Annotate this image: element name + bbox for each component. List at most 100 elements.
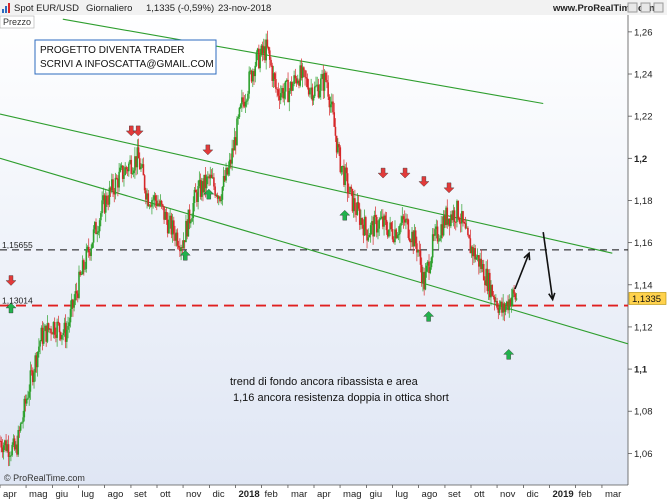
candle-body: [113, 191, 116, 195]
candle-body: [501, 301, 503, 313]
arrow-up-icon: [179, 249, 191, 261]
candle-body: [375, 217, 378, 233]
candle-body: [46, 323, 49, 342]
candle-body: [97, 231, 100, 233]
time-axis: [0, 485, 667, 500]
candle-body: [109, 187, 112, 191]
header-site: www.ProRealTime.com: [552, 3, 658, 14]
candle-body: [111, 179, 113, 191]
candle-body: [311, 87, 314, 101]
candle-body: [68, 322, 71, 327]
candle-body: [203, 174, 205, 193]
candle-body: [74, 291, 77, 301]
candle-body: [284, 80, 287, 92]
time-tick-label: dic: [212, 489, 224, 500]
candle-body: [293, 75, 295, 84]
candle-body: [152, 199, 154, 201]
candle-body: [0, 440, 1, 442]
candle-body: [51, 333, 54, 335]
candle-body: [14, 444, 17, 450]
candle-body: [214, 186, 216, 196]
candle-body: [36, 352, 39, 368]
candle-body: [266, 39, 269, 47]
arrow-down-icon: [418, 176, 430, 187]
candle-body: [176, 232, 179, 246]
candle-body: [286, 79, 288, 81]
candle-body: [458, 218, 461, 223]
candle-body: [243, 101, 246, 107]
candle-body: [354, 198, 356, 211]
candle-body: [481, 264, 484, 269]
candle-body: [33, 372, 35, 383]
candle-body: [407, 219, 410, 239]
candle-body: [371, 221, 373, 226]
candle-body: [492, 295, 495, 298]
panel-label: Prezzo: [3, 17, 31, 27]
candle-body: [504, 306, 507, 312]
candle-body: [10, 455, 12, 457]
candle-body: [374, 215, 377, 218]
candle-body: [439, 238, 441, 241]
candle-body: [136, 147, 139, 168]
candle-body: [13, 438, 16, 450]
projection-segment: [542, 231, 554, 300]
candle-body: [369, 225, 372, 236]
projection-segment: [514, 252, 530, 290]
candle-body: [485, 268, 487, 286]
candle-body: [159, 200, 162, 206]
candle-body: [450, 214, 452, 227]
candle-body: [225, 167, 227, 181]
horizontal-level-label: 1,15655: [2, 240, 33, 250]
candle-body: [412, 231, 415, 247]
candle-body: [337, 144, 339, 153]
candle-body: [210, 174, 213, 178]
candle-body: [444, 215, 446, 226]
trend-line: [0, 157, 628, 345]
candle-body: [479, 258, 481, 267]
candle-body: [484, 280, 486, 286]
candle-body: [44, 325, 46, 331]
candle-body: [392, 239, 395, 243]
header-bar: [0, 0, 667, 15]
candle-body: [261, 45, 264, 54]
candle-body: [120, 165, 123, 168]
candle-body: [362, 224, 365, 236]
candle-body: [272, 73, 275, 81]
candle-body: [5, 440, 7, 451]
candle-body: [309, 89, 311, 95]
candle-body: [294, 75, 297, 79]
close-icon[interactable]: [653, 2, 664, 13]
candle-body: [340, 166, 343, 173]
candle-body: [323, 72, 326, 91]
candle-body: [197, 186, 199, 203]
candle-body: [49, 328, 51, 330]
candle-body: [141, 164, 143, 167]
candle-body: [320, 78, 322, 91]
candle-body: [464, 223, 467, 229]
candle-body: [166, 219, 169, 234]
price-axis-ticks: 1,26 1,24 1,22 1,2 1,18 1,16 1,14 1,12 1,1 1,08 1,…: [628, 27, 653, 460]
candle-body: [211, 177, 214, 179]
candle-body: [335, 135, 338, 153]
candle-body: [58, 323, 61, 333]
candle-body: [322, 73, 325, 91]
projection-arrowhead-icon: [523, 251, 531, 261]
candle-body: [356, 202, 359, 215]
maximize-icon[interactable]: [640, 2, 651, 13]
candle-body: [59, 332, 62, 340]
candle-body: [117, 178, 119, 188]
candle-body: [515, 298, 518, 300]
candle-body: [170, 215, 173, 235]
candle-body: [349, 186, 351, 193]
minimize-icon[interactable]: [627, 2, 638, 13]
candle-body: [435, 226, 438, 230]
candle-body: [79, 271, 82, 275]
candle-body: [509, 299, 512, 307]
candle-body: [508, 299, 511, 311]
time-tick-label: feb: [579, 489, 592, 500]
candle-body: [287, 79, 289, 103]
candle-body: [317, 84, 320, 98]
candle-body: [390, 222, 393, 230]
candle-body: [160, 200, 163, 205]
candle-body: [305, 77, 308, 79]
